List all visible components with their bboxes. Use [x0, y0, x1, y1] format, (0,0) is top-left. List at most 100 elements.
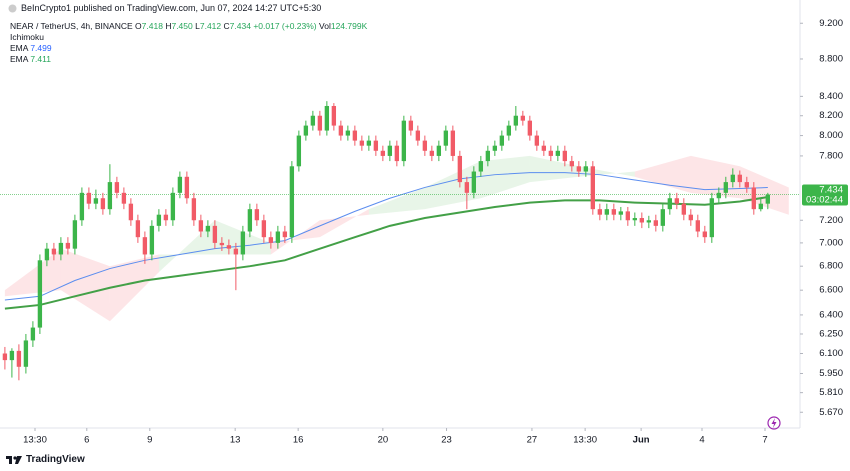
candle-body — [191, 198, 197, 221]
candle-body — [254, 209, 260, 221]
candle-body — [373, 140, 379, 151]
y-tick-label: 6.600 — [819, 285, 843, 296]
candle-body — [527, 120, 533, 136]
x-tick-label: Jun — [633, 435, 650, 446]
candle-body — [380, 150, 386, 156]
ohlc-value: 7.418 — [141, 21, 163, 31]
candle-body — [30, 327, 36, 341]
candle-body — [751, 187, 756, 210]
candle-body — [51, 248, 57, 255]
ohlc-value: 7.434 — [229, 21, 251, 31]
logo — [6, 455, 22, 464]
ohlc-label: O — [135, 21, 142, 31]
candle-body — [590, 166, 595, 210]
indicator-name: Ichimoku — [10, 32, 45, 42]
candle-body — [72, 220, 78, 249]
candle-body — [646, 220, 651, 223]
candle-body — [569, 161, 574, 167]
y-tick-label: 6.400 — [819, 309, 843, 320]
candle-body — [415, 130, 421, 141]
candle-body — [513, 115, 519, 126]
cloud-segment — [109, 254, 159, 322]
candle-body — [723, 182, 728, 193]
y-tick-label: 6.100 — [819, 348, 843, 359]
candle-body — [345, 130, 351, 136]
candle-body — [296, 135, 302, 167]
y-tick-label: 6.800 — [819, 261, 843, 272]
y-tick-label: 5.950 — [819, 368, 843, 379]
author-line: BeInCrypto1 published on TradingView.com… — [8, 3, 321, 13]
avatar — [8, 4, 17, 12]
y-tick-label: 7.800 — [819, 150, 843, 161]
candle-body — [37, 260, 43, 328]
candle-body — [485, 150, 491, 162]
candle-body — [163, 214, 169, 221]
candle-body — [282, 231, 288, 238]
candle-body — [583, 166, 588, 172]
cloud-segment — [270, 220, 320, 255]
ohlc-label: L — [195, 21, 200, 31]
x-tick-label: 20 — [378, 435, 389, 446]
candle-body — [240, 231, 246, 255]
candle-body — [688, 214, 693, 221]
candle-body — [639, 218, 644, 223]
candle-body — [702, 231, 707, 238]
candle-body — [506, 125, 512, 136]
candle-body — [324, 105, 330, 131]
candle-body — [156, 214, 162, 226]
y-tick-label: 7.200 — [819, 215, 843, 226]
legend-ema-1: EMA 7.499 — [10, 43, 52, 53]
candle-body — [121, 192, 127, 204]
candle-body — [611, 209, 616, 215]
cloud-segment — [480, 155, 530, 199]
candle-body — [555, 150, 560, 156]
events-icon-bolt — [771, 418, 777, 428]
countdown: 03:02:44 — [806, 195, 843, 206]
candle-body — [401, 120, 407, 162]
ohlc: O7.418 H7.450 L7.412 C7.434 — [135, 21, 251, 31]
brand: TradingView — [26, 454, 85, 465]
candle-body — [219, 242, 225, 246]
ohlc-label: C — [223, 21, 230, 31]
candle-body — [632, 218, 637, 221]
candle-body — [765, 194, 770, 204]
candle-body — [667, 198, 672, 210]
y-tick-label: 5.810 — [819, 387, 843, 398]
candle-body — [184, 176, 190, 199]
candle-body — [562, 150, 567, 162]
x-tick-label: 6 — [84, 435, 89, 446]
candle-body — [135, 220, 141, 238]
candle-body — [576, 166, 581, 172]
candle-body — [58, 242, 64, 255]
y-tick-label: 6.250 — [819, 328, 843, 339]
cloud-segment — [319, 209, 369, 238]
candle-body — [541, 145, 547, 151]
candle-body — [275, 231, 281, 243]
ema-line — [4, 196, 768, 310]
candle-body — [93, 198, 99, 204]
candle-body — [310, 115, 316, 126]
x-tick-label: 9 — [147, 435, 152, 446]
candle-body — [338, 125, 344, 136]
candle-body — [303, 125, 309, 136]
legend-ichimoku: Ichimoku — [10, 32, 44, 42]
candle-body — [268, 237, 274, 243]
candle-body — [457, 155, 463, 183]
volume-label: Vol — [319, 21, 331, 31]
author-text: BeInCrypto1 published on TradingView.com… — [21, 3, 322, 13]
candle-body — [674, 198, 679, 204]
candle-body — [394, 145, 400, 162]
ohlc-value: 7.450 — [171, 21, 193, 31]
x-tick-label: 13 — [230, 435, 241, 446]
x-tick-label: 7 — [762, 435, 767, 446]
candle-body — [142, 237, 148, 255]
y-tick-label: 8.400 — [819, 91, 843, 102]
candle-body — [548, 150, 554, 156]
candle-body — [709, 198, 714, 238]
candle-body — [625, 211, 630, 221]
cloud-segment — [60, 248, 110, 322]
ohlc-label: H — [165, 21, 172, 31]
candle-body — [681, 203, 686, 215]
